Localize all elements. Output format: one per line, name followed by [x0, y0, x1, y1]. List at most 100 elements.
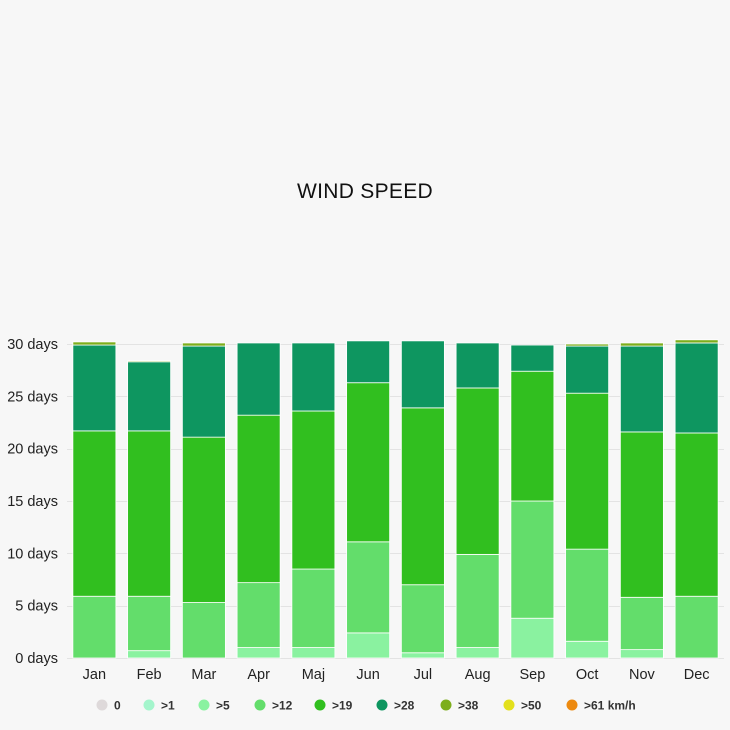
- chart-title: WIND SPEED: [296, 180, 433, 203]
- bar-stack-nov[interactable]: [619, 342, 664, 659]
- bar-stack-mar[interactable]: [181, 342, 226, 659]
- bar-stack-apr[interactable]: [236, 342, 281, 659]
- legend-item[interactable]: >50: [503, 699, 542, 713]
- bar-segment[interactable]: [346, 541, 391, 634]
- bar-segment[interactable]: [565, 343, 610, 347]
- x-tick-label: Maj: [302, 667, 325, 683]
- bar-segment[interactable]: [565, 548, 610, 642]
- legend-marker: [96, 699, 108, 711]
- x-tick-label: Jun: [356, 667, 379, 683]
- bar-segment[interactable]: [127, 361, 172, 432]
- x-tick-label: Jan: [83, 667, 106, 683]
- legend-label: >5: [216, 699, 230, 713]
- bar-segment[interactable]: [455, 387, 500, 555]
- bar-segment[interactable]: [674, 342, 719, 434]
- legend-item[interactable]: 0: [96, 699, 122, 713]
- bar-segment[interactable]: [72, 344, 117, 432]
- legend-label: >12: [272, 699, 293, 713]
- legend-item[interactable]: >61 km/h: [566, 699, 636, 713]
- bar-segment[interactable]: [291, 410, 336, 570]
- legend-item[interactable]: >38: [440, 699, 479, 713]
- y-tick-label: 0 days: [15, 651, 58, 667]
- x-axis-ticks: Jan Feb Mar Apr Maj Jun Jul Aug Sep Oct Nov Dec: [83, 667, 710, 683]
- bar-segment[interactable]: [619, 431, 664, 598]
- bar-stack-jan[interactable]: [72, 341, 117, 659]
- bar-segment[interactable]: [619, 596, 664, 651]
- legend-label: >61 km/h: [584, 699, 636, 713]
- bar-segment[interactable]: [127, 360, 172, 363]
- y-tick-label: 10 days: [7, 546, 58, 562]
- bar-stack-sep[interactable]: [510, 344, 555, 659]
- x-tick-label: Oct: [576, 667, 599, 683]
- bar-segment[interactable]: [674, 339, 719, 344]
- bar-stack-jul[interactable]: [400, 340, 445, 659]
- bar-segment[interactable]: [72, 595, 117, 659]
- bar-stack-aug[interactable]: [455, 342, 500, 659]
- bar-segment[interactable]: [72, 341, 117, 346]
- bar-segment[interactable]: [510, 344, 555, 372]
- bar-segment[interactable]: [565, 640, 610, 659]
- legend-item[interactable]: >1: [143, 699, 176, 713]
- bar-segment[interactable]: [619, 649, 664, 659]
- bar-segment[interactable]: [291, 342, 336, 412]
- legend[interactable]: 0 >1 >5 >12 >19 >28 >38 >50 >61 km/h: [96, 699, 636, 713]
- bar-segment[interactable]: [510, 617, 555, 659]
- bar-stack-dec[interactable]: [674, 339, 719, 659]
- bar-segment[interactable]: [236, 414, 281, 584]
- legend-label: >50: [521, 699, 542, 713]
- bar-segment[interactable]: [236, 342, 281, 416]
- bar-segment[interactable]: [236, 582, 281, 648]
- legend-label: >28: [394, 699, 415, 713]
- bar-stack-jun[interactable]: [346, 340, 391, 659]
- y-tick-label: 5 days: [15, 599, 58, 615]
- bar-segment[interactable]: [510, 370, 555, 502]
- bar-segment[interactable]: [455, 647, 500, 659]
- legend-marker: [566, 699, 578, 711]
- bar-segment[interactable]: [127, 430, 172, 597]
- bar-segment[interactable]: [565, 392, 610, 550]
- bar-segment[interactable]: [400, 652, 445, 659]
- legend-marker: [376, 699, 388, 711]
- bar-stack-maj[interactable]: [291, 342, 336, 659]
- bar-segment[interactable]: [127, 650, 172, 659]
- bar-segment[interactable]: [510, 500, 555, 619]
- bar-segment[interactable]: [291, 568, 336, 648]
- legend-item[interactable]: >28: [376, 699, 415, 713]
- bar-segment[interactable]: [181, 602, 226, 659]
- bar-segment[interactable]: [181, 342, 226, 347]
- legend-label: 0: [114, 699, 121, 713]
- bar-segment[interactable]: [181, 345, 226, 438]
- x-tick-label: Dec: [684, 667, 710, 683]
- legend-label: >1: [161, 699, 175, 713]
- bar-segment[interactable]: [674, 432, 719, 597]
- bar-segment[interactable]: [346, 632, 391, 659]
- legend-item[interactable]: >19: [314, 699, 353, 713]
- bar-segment[interactable]: [72, 430, 117, 597]
- legend-item[interactable]: >5: [198, 699, 231, 713]
- bar-segment[interactable]: [181, 436, 226, 603]
- y-tick-label: 25 days: [7, 389, 58, 405]
- bar-segment[interactable]: [619, 342, 664, 347]
- legend-marker: [314, 699, 326, 711]
- bars: [72, 339, 719, 659]
- legend-marker: [198, 699, 210, 711]
- bar-stack-oct[interactable]: [565, 343, 610, 659]
- x-tick-label: Aug: [465, 667, 491, 683]
- bar-segment[interactable]: [127, 595, 172, 652]
- bar-segment[interactable]: [400, 340, 445, 409]
- legend-item[interactable]: >12: [254, 699, 293, 713]
- bar-segment[interactable]: [291, 647, 336, 659]
- bar-segment[interactable]: [236, 647, 281, 659]
- grid-lines: [67, 344, 724, 659]
- bar-segment[interactable]: [455, 553, 500, 648]
- bar-segment[interactable]: [400, 584, 445, 654]
- bar-segment[interactable]: [400, 407, 445, 586]
- bar-stack-feb[interactable]: [127, 360, 172, 659]
- bar-segment[interactable]: [674, 595, 719, 659]
- bar-segment[interactable]: [346, 382, 391, 543]
- bar-segment[interactable]: [455, 342, 500, 389]
- bar-segment[interactable]: [565, 345, 610, 394]
- legend-marker: [503, 699, 515, 711]
- bar-segment[interactable]: [346, 340, 391, 384]
- bar-segment[interactable]: [619, 345, 664, 433]
